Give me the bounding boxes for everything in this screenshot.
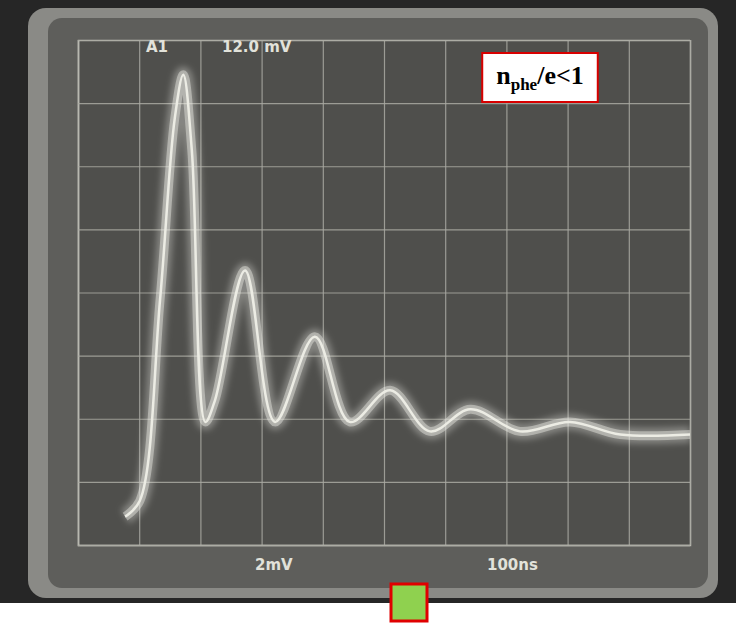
grid-line: [78, 40, 690, 41]
grid-line: [690, 40, 691, 545]
y-tick: [78, 293, 690, 294]
annotation-box: nphe/e<1: [482, 53, 598, 102]
grid-line: [78, 482, 690, 483]
traces: [125, 75, 690, 517]
grid-line: [78, 292, 690, 293]
plot-area: [78, 40, 690, 545]
scope-label: 100ns: [487, 556, 538, 574]
marker: [391, 584, 427, 621]
y-tick: [78, 40, 690, 41]
y-axis-line: [79, 41, 691, 546]
scope-label: 12.0 mV: [222, 38, 292, 56]
trace: [125, 75, 690, 517]
y-tick: [78, 356, 690, 357]
screen-frame: [28, 8, 718, 598]
y-tick: [78, 482, 690, 483]
x-tick: [690, 40, 691, 545]
trace-band: [125, 75, 690, 517]
bezel: [0, 0, 736, 603]
x-axis-line: [79, 40, 691, 546]
annotation-text: n: [496, 61, 511, 90]
scope-label: A1: [146, 38, 168, 56]
y-tick: [78, 419, 690, 420]
annotation: nphe/e<1: [496, 61, 584, 94]
x-axis: [79, 40, 691, 546]
annotation-subscript: phe: [511, 75, 538, 94]
screen: [48, 18, 708, 588]
grid-line: [78, 356, 690, 357]
chart: A1 12.0 mV 2mV 100ns nphe/e<1: [0, 0, 736, 623]
annotation-suffix: /e<1: [536, 61, 584, 90]
annotation-frame: [482, 53, 598, 102]
y-tick: [78, 545, 690, 546]
y-axis: [78, 41, 690, 546]
grid-line: [78, 419, 690, 420]
trace-band: [125, 75, 690, 517]
grid-line: [78, 545, 690, 546]
scope-label: 2mV: [255, 556, 293, 574]
